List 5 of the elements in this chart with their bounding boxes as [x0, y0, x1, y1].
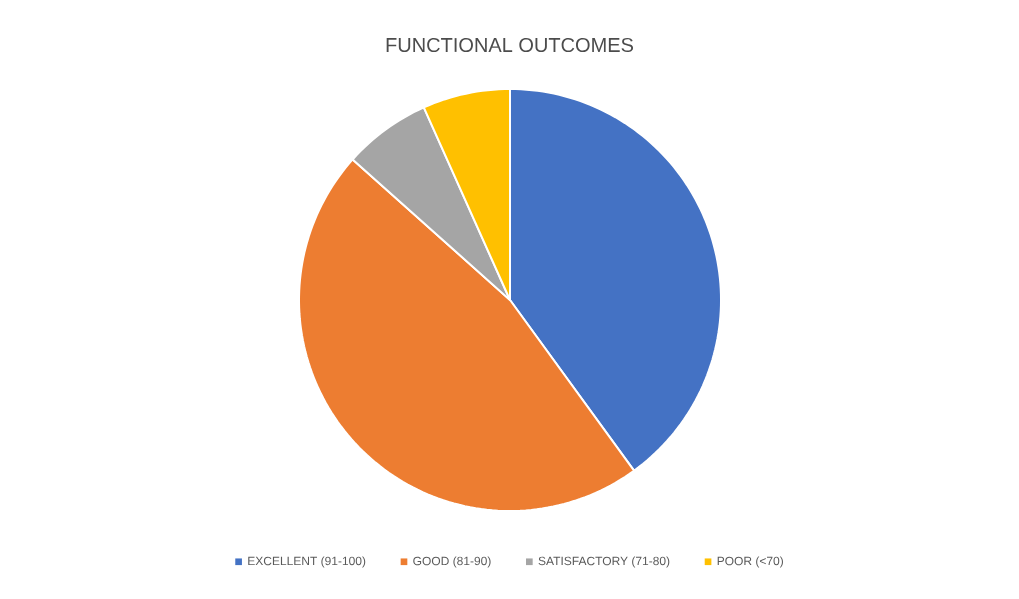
- legend-label: POOR (<70): [717, 556, 783, 568]
- legend-label: GOOD (81-90): [413, 556, 491, 568]
- legend-label: EXCELLENT (91-100): [248, 556, 366, 568]
- legend-label: SATISFACTORY (71-80): [538, 556, 670, 568]
- chart-title: FUNCTIONAL OUTCOMES: [386, 37, 634, 53]
